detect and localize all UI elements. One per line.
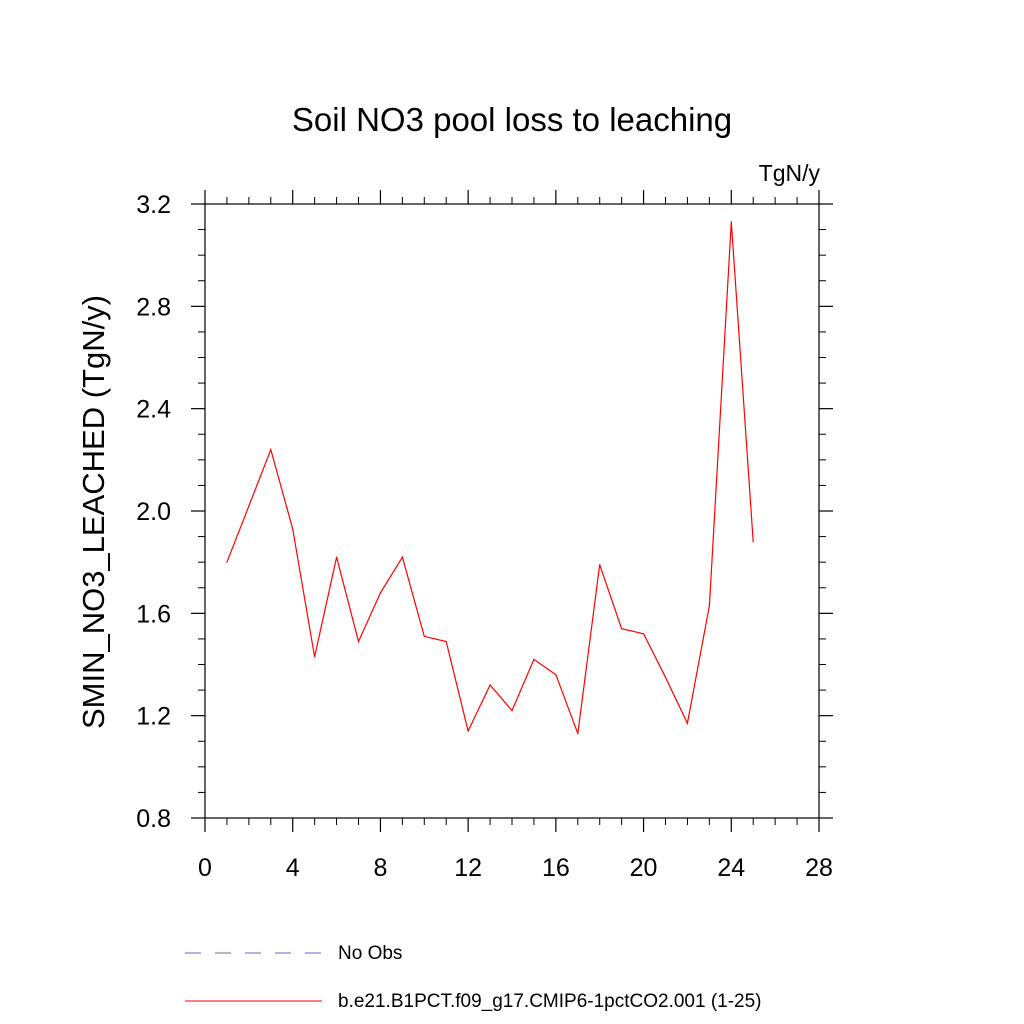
chart-title: Soil NO3 pool loss to leaching bbox=[292, 101, 732, 138]
y-axis-label: SMIN_NO3_LEACHED (TgN/y) bbox=[76, 295, 111, 729]
data-point bbox=[314, 656, 316, 658]
data-point bbox=[292, 528, 294, 530]
data-point bbox=[642, 633, 645, 635]
x-tick-label: 12 bbox=[454, 854, 482, 882]
x-tick-label: 0 bbox=[198, 854, 212, 882]
legend: No Obs b.e21.B1PCT.f09_g17.CMIP6-1pctCO2… bbox=[185, 943, 762, 1012]
data-point bbox=[511, 709, 513, 712]
y-tick-labels: 0.8 1.2 1.6 2.0 2.4 2.8 3.2 bbox=[136, 191, 171, 833]
data-point bbox=[357, 640, 360, 643]
data-point bbox=[708, 605, 710, 607]
minor-ticks bbox=[198, 197, 826, 825]
data-point bbox=[423, 635, 425, 637]
data-point bbox=[226, 561, 228, 563]
x-tick-label: 24 bbox=[717, 854, 745, 882]
series-layer bbox=[226, 221, 754, 735]
data-point bbox=[335, 556, 338, 558]
y-tick-label: 3.2 bbox=[136, 191, 171, 219]
y-tick-label: 2.4 bbox=[136, 396, 171, 424]
y-tick-label: 1.6 bbox=[136, 600, 171, 628]
x-tick-label: 8 bbox=[373, 854, 387, 882]
legend-label-no-obs: No Obs bbox=[338, 943, 402, 964]
data-point bbox=[533, 658, 535, 660]
data-point bbox=[730, 221, 732, 223]
units-label: TgN/y bbox=[759, 160, 821, 186]
y-tick-label: 0.8 bbox=[136, 805, 171, 833]
data-point bbox=[599, 564, 601, 566]
x-tick-label: 28 bbox=[805, 854, 833, 882]
data-point bbox=[401, 556, 403, 558]
major-ticks bbox=[191, 190, 833, 832]
x-tick-label: 20 bbox=[630, 854, 658, 882]
y-tick-label: 2.0 bbox=[136, 498, 171, 526]
data-point bbox=[664, 676, 667, 678]
data-point bbox=[577, 732, 579, 735]
data-point bbox=[621, 628, 623, 630]
x-tick-label: 4 bbox=[286, 854, 300, 882]
x-tick-label: 16 bbox=[542, 854, 570, 882]
y-tick-label: 1.2 bbox=[136, 703, 171, 731]
data-point bbox=[686, 722, 689, 724]
x-tick-labels: 0 4 8 12 16 20 24 28 bbox=[198, 854, 833, 882]
data-point bbox=[489, 684, 491, 686]
data-point bbox=[752, 541, 754, 543]
y-tick-label: 2.8 bbox=[136, 293, 171, 321]
data-point bbox=[467, 730, 469, 732]
series-line-0 bbox=[226, 221, 754, 734]
data-point bbox=[379, 592, 382, 594]
data-point bbox=[270, 449, 272, 451]
data-point bbox=[555, 674, 557, 676]
legend-label-model-run: b.e21.B1PCT.f09_g17.CMIP6-1pctCO2.001 (1… bbox=[338, 991, 762, 1012]
data-point bbox=[445, 640, 447, 643]
data-point bbox=[248, 505, 250, 507]
